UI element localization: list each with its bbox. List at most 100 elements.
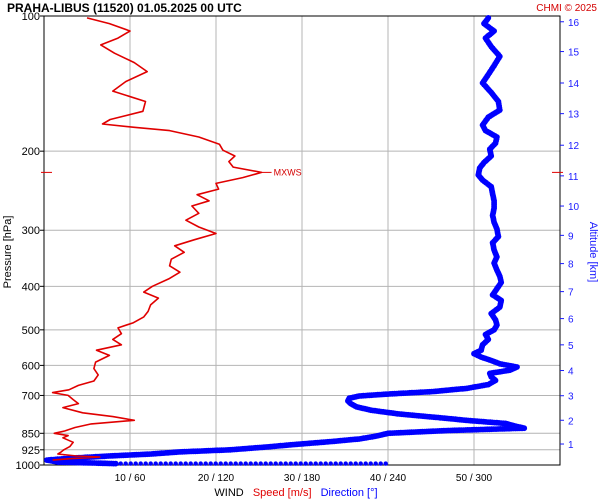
wind-tick-label: 40 / 240 <box>370 473 407 484</box>
direction-trail-point <box>228 461 233 466</box>
speed-line <box>51 17 263 461</box>
direction-trail-point <box>303 461 308 466</box>
direction-trail-point <box>338 461 343 466</box>
direction-series <box>44 15 528 467</box>
altitude-tick-label: 13 <box>568 110 580 121</box>
direction-trail-point <box>308 461 313 466</box>
chmi-credit: CHMI © 2025 <box>536 3 597 14</box>
pressure-axis: 100 200 300 400 500 600 700 850 925 1000 <box>16 11 44 472</box>
direction-trail-point <box>323 461 328 466</box>
pressure-tick-label: 850 <box>22 428 40 440</box>
direction-trail-point <box>193 461 198 466</box>
altitude-tick-label: 9 <box>568 231 574 242</box>
direction-trail-point <box>328 461 333 466</box>
direction-trail-point <box>158 461 163 466</box>
direction-trail-point <box>208 461 213 466</box>
annotations: MXWS <box>41 167 563 177</box>
pressure-tick-label: 400 <box>22 281 40 293</box>
pressure-tick-label: 100 <box>22 11 40 23</box>
pressure-tick-label: 1000 <box>16 460 40 472</box>
pressure-tick-label: 300 <box>22 225 40 237</box>
direction-trail-point <box>263 461 268 466</box>
direction-trail-point <box>258 461 263 466</box>
direction-trail-point <box>238 461 243 466</box>
wind-tick-label: 50 / 300 <box>456 473 493 484</box>
altitude-tick-label: 14 <box>568 79 580 90</box>
direction-trail-point <box>173 461 178 466</box>
direction-trail-point <box>248 461 253 466</box>
direction-trail-point <box>268 461 273 466</box>
altitude-tick-label: 3 <box>568 392 574 403</box>
x-axis: 10 / 60 20 / 120 30 / 180 40 / 240 50 / 300 <box>115 473 493 484</box>
altitude-tick-label: 4 <box>568 367 574 378</box>
direction-trail-point <box>183 461 188 466</box>
direction-trail-point <box>353 461 358 466</box>
wind-tick-label: 20 / 120 <box>198 473 235 484</box>
pressure-tick-label: 200 <box>22 146 40 158</box>
direction-trail-point <box>213 461 218 466</box>
direction-trail-point <box>298 461 303 466</box>
direction-trail-point <box>218 461 223 466</box>
direction-trail-point <box>128 461 133 466</box>
altitude-tick-label: 16 <box>568 18 580 29</box>
direction-trail-point <box>368 461 373 466</box>
direction-trail-point <box>383 461 388 466</box>
direction-trail-point <box>123 461 128 466</box>
pressure-tick-label: 700 <box>22 390 40 402</box>
pressure-axis-label: Pressure [hPa] <box>2 216 14 289</box>
x-axis-label: WIND Speed [m/s] Direction [°] <box>214 487 377 499</box>
wind-tick-label: 10 / 60 <box>115 473 146 484</box>
direction-point <box>485 15 492 21</box>
altitude-tick-label: 8 <box>568 260 574 271</box>
direction-trail-point <box>138 461 143 466</box>
pressure-tick-label: 500 <box>22 325 40 337</box>
direction-trail-point <box>278 461 283 466</box>
direction-trail-point <box>333 461 338 466</box>
direction-trail-point <box>313 461 318 466</box>
altitude-tick-label: 7 <box>568 288 574 299</box>
altitude-axis-label: Altitude [km] <box>587 222 599 283</box>
altitude-tick-label: 12 <box>568 141 580 152</box>
direction-trail-point <box>233 461 238 466</box>
direction-trail-point <box>188 461 193 466</box>
direction-trail-point <box>378 461 383 466</box>
x-axis-label-wind: WIND <box>214 487 243 499</box>
direction-trail-point <box>148 461 153 466</box>
altitude-tick-label: 6 <box>568 315 574 326</box>
altitude-tick-label: 11 <box>568 172 579 183</box>
direction-trail-point <box>318 461 323 466</box>
direction-trail-point <box>178 461 183 466</box>
direction-trail-point <box>153 461 158 466</box>
direction-trail-point <box>243 461 248 466</box>
pressure-tick-label: 600 <box>22 360 40 372</box>
direction-trail-point <box>133 461 138 466</box>
direction-trail-point <box>223 461 228 466</box>
direction-trail-point <box>118 461 123 466</box>
altitude-tick-label: 1 <box>568 440 574 451</box>
direction-trail-point <box>343 461 348 466</box>
direction-trail-point <box>253 461 258 466</box>
x-axis-label-direction: Direction [°] <box>321 487 378 499</box>
direction-trail-point <box>283 461 288 466</box>
pressure-tick-label: 925 <box>22 445 40 457</box>
direction-trail-point <box>168 461 173 466</box>
altitude-tick-label: 5 <box>568 341 574 352</box>
speed-series <box>51 17 263 461</box>
direction-trail-point <box>363 461 368 466</box>
direction-trail-point <box>348 461 353 466</box>
direction-trail-point <box>198 461 203 466</box>
direction-trail-point <box>373 461 378 466</box>
grid-lines <box>44 16 560 465</box>
direction-trail-point <box>293 461 298 466</box>
chart-title: PRAHA-LIBUS (11520) 01.05.2025 00 UTC <box>7 1 242 15</box>
x-axis-label-speed: Speed [m/s] <box>253 487 312 499</box>
direction-trail-point <box>203 461 208 466</box>
direction-trail-point <box>273 461 278 466</box>
direction-trail-point <box>143 461 148 466</box>
altitude-tick-label: 2 <box>568 416 574 427</box>
direction-trail-point <box>288 461 293 466</box>
altitude-tick-label: 15 <box>568 48 580 59</box>
altitude-tick-label: 10 <box>568 202 580 213</box>
